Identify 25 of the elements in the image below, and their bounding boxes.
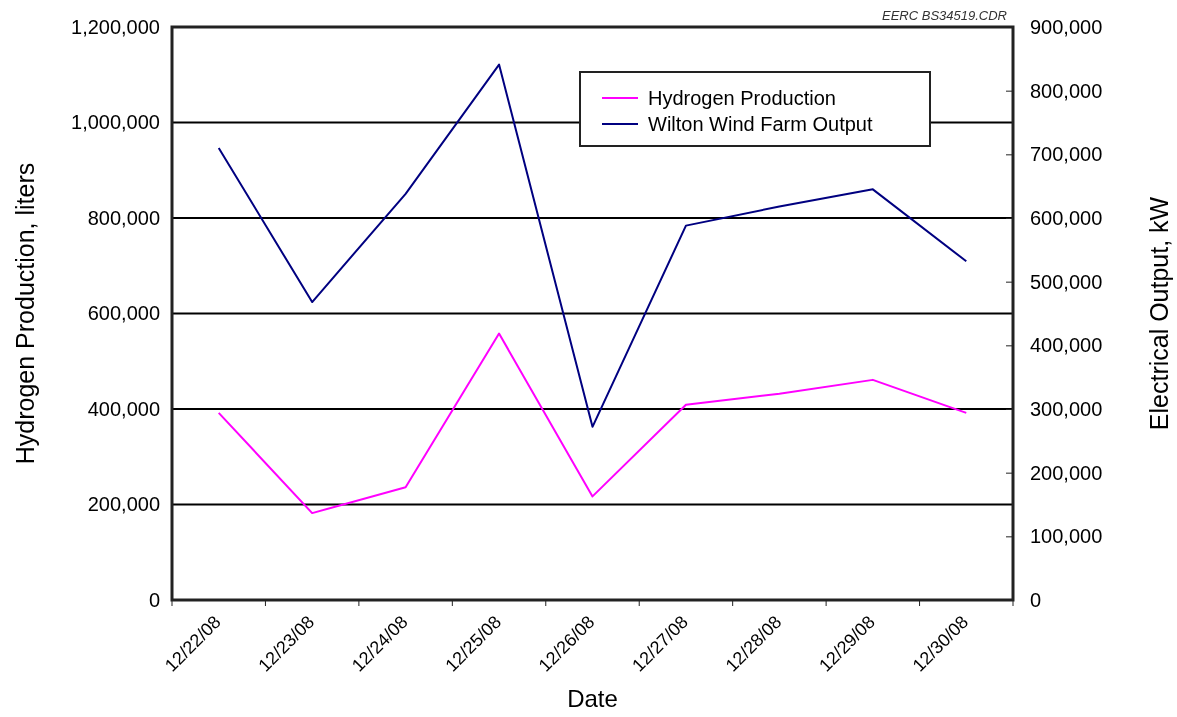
y-axis-title: Hydrogen Production, liters xyxy=(11,162,39,465)
y-tick-label: 1,000,000 xyxy=(71,111,160,134)
y2-tick-label: 300,000 xyxy=(1030,397,1103,420)
y2-tick-label: 700,000 xyxy=(1030,143,1103,166)
y-tick-label: 600,000 xyxy=(87,302,160,325)
y2-tick-label: 100,000 xyxy=(1030,525,1103,548)
y2-axis-title: Electrical Output, kW xyxy=(1145,196,1173,431)
y-tick-label: 200,000 xyxy=(87,493,160,516)
x-axis-title: Date xyxy=(567,685,618,712)
line-series xyxy=(217,63,968,428)
y-tick-label: 800,000 xyxy=(87,206,160,229)
y2-tick-label: 400,000 xyxy=(1030,334,1103,357)
legend-label: Wilton Wind Farm Output xyxy=(648,113,873,135)
y-tick-label: 400,000 xyxy=(87,397,160,420)
line-series xyxy=(217,332,968,515)
y2-tick-label: 900,000 xyxy=(1030,15,1103,38)
y2-tick-label: 500,000 xyxy=(1030,270,1103,293)
y2-tick-label: 0 xyxy=(1030,588,1042,611)
y-tick-label: 0 xyxy=(148,588,160,611)
y-tick-label: 1,200,000 xyxy=(71,15,160,38)
text: EERC BS34519.CDR xyxy=(882,8,1007,23)
y2-tick-label: 600,000 xyxy=(1030,206,1103,229)
legend-label: Hydrogen Production xyxy=(648,87,836,109)
y2-tick-label: 800,000 xyxy=(1030,79,1103,102)
y2-tick-label: 200,000 xyxy=(1030,461,1103,484)
